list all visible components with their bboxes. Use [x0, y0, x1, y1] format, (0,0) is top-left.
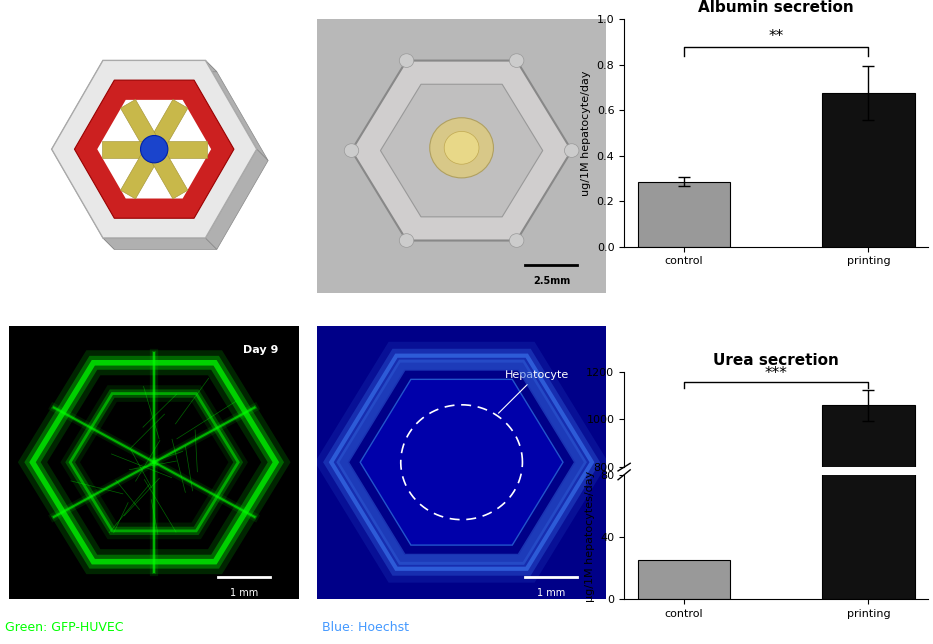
Polygon shape — [120, 145, 161, 199]
Text: Hepatocyte: Hepatocyte — [498, 370, 569, 413]
Title: Urea secretion: Urea secretion — [714, 353, 839, 368]
Polygon shape — [381, 84, 543, 217]
Polygon shape — [205, 61, 268, 160]
Circle shape — [509, 234, 524, 247]
Circle shape — [399, 234, 413, 247]
Text: Green: GFP-HUVEC: Green: GFP-HUVEC — [5, 621, 123, 634]
Text: 1 mm: 1 mm — [537, 588, 565, 598]
Circle shape — [444, 131, 479, 164]
Y-axis label: ug/1M hepatocyte/day: ug/1M hepatocyte/day — [581, 70, 592, 196]
Bar — [638, 560, 731, 599]
Polygon shape — [51, 149, 115, 249]
Polygon shape — [352, 61, 572, 240]
Circle shape — [344, 144, 358, 157]
Polygon shape — [205, 149, 268, 249]
Polygon shape — [146, 99, 188, 153]
Title: Albumin secretion: Albumin secretion — [699, 1, 854, 15]
Y-axis label: μg/1M hepatocytes/day: μg/1M hepatocytes/day — [585, 471, 594, 603]
Bar — [822, 93, 914, 247]
Circle shape — [399, 53, 413, 68]
Text: 2.5mm: 2.5mm — [533, 276, 570, 287]
Text: Day 9: Day 9 — [244, 345, 279, 355]
Text: **: ** — [769, 30, 784, 44]
Polygon shape — [51, 61, 257, 238]
Polygon shape — [102, 140, 154, 158]
Circle shape — [141, 135, 168, 163]
Polygon shape — [146, 145, 188, 199]
Text: 1 mm: 1 mm — [230, 588, 258, 598]
Polygon shape — [51, 61, 115, 160]
Circle shape — [564, 144, 579, 157]
Polygon shape — [75, 80, 234, 218]
Bar — [822, 0, 914, 599]
Bar — [638, 182, 731, 247]
Bar — [822, 405, 914, 644]
Polygon shape — [154, 140, 206, 158]
Polygon shape — [103, 61, 216, 71]
Polygon shape — [103, 238, 216, 249]
Polygon shape — [120, 99, 161, 153]
Text: Blue: Hoechst: Blue: Hoechst — [322, 621, 409, 634]
Polygon shape — [360, 379, 563, 545]
Circle shape — [509, 53, 524, 68]
Circle shape — [430, 118, 494, 178]
Text: ***: *** — [765, 366, 787, 381]
Polygon shape — [97, 100, 211, 198]
